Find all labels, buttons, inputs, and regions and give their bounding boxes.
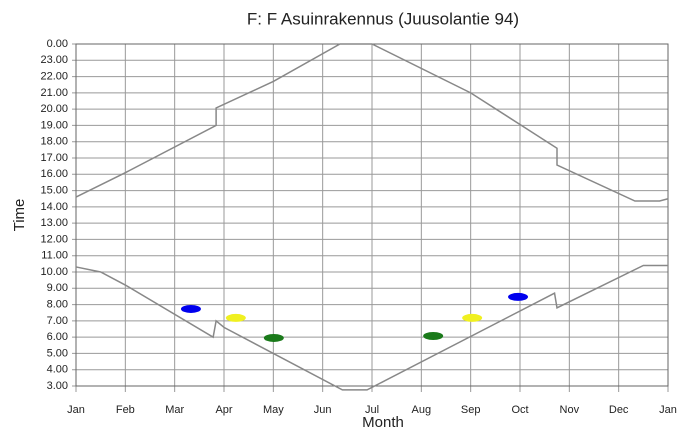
y-tick-label: 21.00 [40,87,68,99]
y-tick-label: 10.00 [40,266,68,278]
x-tick-label: Nov [560,404,580,416]
point [263,333,284,342]
y-axis-label: Time [11,199,28,232]
y-tick-label: 15.00 [40,184,68,196]
y-tick-label: 20.00 [40,103,68,115]
y-tick-label: 4.00 [47,364,68,376]
y-tick-label: 0.00 [47,38,68,50]
point [180,304,201,313]
x-tick-label: Jan [67,404,85,416]
x-tick-label: Mar [165,404,184,416]
point [225,313,246,322]
y-tick-label: 7.00 [47,315,68,327]
x-tick-label: Feb [116,404,135,416]
y-tick-label: 19.00 [40,119,68,131]
x-tick-label: Aug [412,404,432,416]
y-tick-label: 3.00 [47,380,68,392]
x-tick-label: Jun [314,404,332,416]
y-tick-label: 6.00 [47,331,68,343]
chart-title: F: F Asuinrakennus (Juusolantie 94) [247,9,519,28]
line [75,43,669,202]
y-tick-label: 14.00 [40,201,68,213]
x-tick-label: Dec [609,404,629,416]
x-tick-label: Apr [215,404,232,416]
y-tick-label: 13.00 [40,217,68,229]
x-tick-label: May [263,404,284,416]
y-tick-label: 9.00 [47,282,68,294]
y-tick-label: 8.00 [47,298,68,310]
point [423,332,444,341]
y-tick-label: 16.00 [40,168,68,180]
x-tick-label: Jul [365,404,379,416]
x-tick-label: Sep [461,404,481,416]
y-tick-label: 22.00 [40,70,68,82]
point [462,313,483,322]
y-tick-label: 5.00 [47,347,68,359]
y-tick-label: 12.00 [40,233,68,245]
point [508,292,529,301]
x-tick-label: Jan [659,404,677,416]
y-tick-label: 18.00 [40,136,68,148]
x-tick-label: Oct [511,404,528,416]
line [75,264,668,391]
y-tick-label: 11.00 [41,250,68,262]
x-axis-label: Month [362,414,404,431]
y-tick-label: 17.00 [40,152,68,164]
y-tick-label: 23.00 [40,54,68,66]
